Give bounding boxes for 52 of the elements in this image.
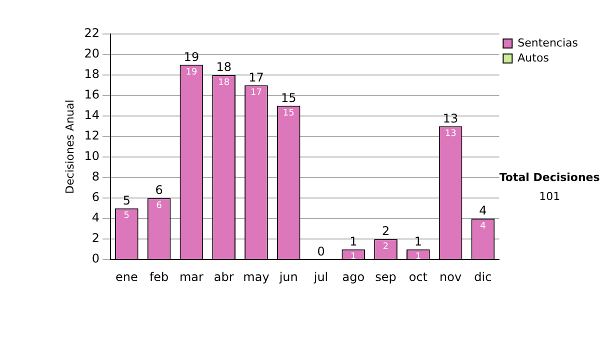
- x-tick-label: abr: [214, 270, 234, 284]
- data-label: 5: [124, 211, 130, 222]
- data-label: 19: [186, 68, 198, 78]
- total-label: 17: [248, 70, 264, 84]
- y-tick-label: 6: [92, 190, 100, 204]
- total-label: 1: [350, 234, 358, 248]
- data-label: 1: [350, 252, 356, 262]
- data-label: 1: [415, 252, 422, 262]
- data-label: 2: [382, 242, 389, 252]
- data-label: 17: [250, 88, 262, 98]
- y-tick-label: 12: [84, 128, 100, 143]
- y-tick-label: 20: [84, 46, 100, 61]
- x-tick-label: may: [243, 270, 270, 284]
- legend-label: Sentencias: [518, 36, 578, 50]
- text: 101: [539, 190, 560, 203]
- total-label: 2: [382, 224, 390, 238]
- x-tick-label: sep: [375, 270, 396, 284]
- data-label: 6: [156, 200, 162, 211]
- total-label: 13: [442, 111, 458, 126]
- total-label: 0: [317, 244, 325, 259]
- y-tick-label: 16: [84, 88, 100, 102]
- y-tick-label: 2: [92, 231, 100, 246]
- total-label: 5: [122, 193, 130, 208]
- x-tick-label: jul: [312, 270, 328, 284]
- y-tick-label: 18: [84, 67, 100, 82]
- data-label: 15: [282, 108, 294, 119]
- text: Total Decisiones: [499, 170, 600, 184]
- total-label: 1: [414, 234, 422, 248]
- y-tick-label: 10: [84, 149, 100, 164]
- x-tick-label: nov: [440, 270, 462, 284]
- data-label: 13: [444, 129, 456, 140]
- x-tick-label: ago: [342, 270, 365, 284]
- x-tick-label: dic: [474, 270, 492, 284]
- total-label: 15: [280, 90, 296, 105]
- y-axis-title: Decisiones Anual: [63, 100, 76, 194]
- y-tick-label: 0: [92, 252, 100, 266]
- total-label: 18: [216, 60, 232, 74]
- data-label: 4: [480, 221, 486, 232]
- y-tick-label: 14: [84, 108, 100, 122]
- x-tick-label: jun: [278, 270, 298, 284]
- x-tick-label: oct: [408, 270, 428, 284]
- y-tick-label: 4: [92, 210, 100, 225]
- data-label: 18: [218, 78, 230, 88]
- total-label: 4: [479, 204, 487, 218]
- total-label: 6: [155, 183, 163, 198]
- x-tick-label: ene: [115, 270, 138, 284]
- y-tick-label: 8: [92, 170, 100, 184]
- x-tick-label: mar: [179, 270, 204, 284]
- legend-label: Autos: [518, 51, 550, 64]
- total-label: 19: [184, 50, 200, 64]
- y-tick-label: 22: [84, 26, 100, 40]
- x-tick-label: feb: [149, 270, 169, 284]
